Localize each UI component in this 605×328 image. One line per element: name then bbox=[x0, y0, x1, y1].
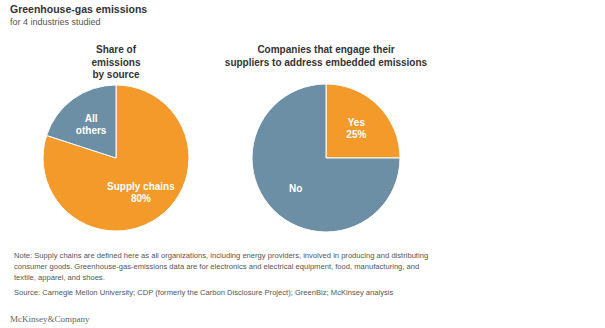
source: Source: Carnegie Mellon University; CDP … bbox=[14, 288, 393, 297]
note: textile, apparel, and shoes. bbox=[14, 273, 105, 282]
note: Note: Supply chains are defined here as … bbox=[14, 251, 428, 260]
slice-label: others bbox=[76, 125, 107, 136]
pie-slice bbox=[47, 85, 116, 158]
pie-title: emissions bbox=[92, 57, 141, 68]
brand: McKinsey&Company bbox=[10, 314, 90, 324]
pie-slice bbox=[252, 84, 400, 232]
title: Greenhouse-gas emissions bbox=[10, 3, 147, 15]
slice-label: Yes bbox=[348, 117, 366, 128]
slice-label: Supply chains bbox=[107, 181, 175, 192]
pie-title: Share of bbox=[96, 44, 137, 55]
chart-svg: Greenhouse-gas emissions for 4 industries… bbox=[0, 0, 605, 328]
pie: Supply chains80% Allothers bbox=[43, 85, 189, 231]
pie-slice bbox=[43, 85, 189, 231]
subtitle: for 4 industries studied bbox=[10, 17, 101, 27]
pie: Yes25% No bbox=[252, 84, 400, 232]
note: consumer goods. Greenhouse-gas-emissions… bbox=[14, 262, 419, 271]
slice-label: No bbox=[289, 183, 302, 194]
pie-title: Companies that engage their bbox=[257, 44, 394, 55]
pie-title: suppliers to address embedded emissions bbox=[225, 57, 428, 68]
slice-label: All bbox=[85, 113, 98, 124]
data-label: 25% bbox=[346, 129, 366, 140]
pie-slice bbox=[326, 84, 400, 158]
data-label: 80% bbox=[131, 193, 151, 204]
pie-title: by source bbox=[92, 69, 140, 80]
